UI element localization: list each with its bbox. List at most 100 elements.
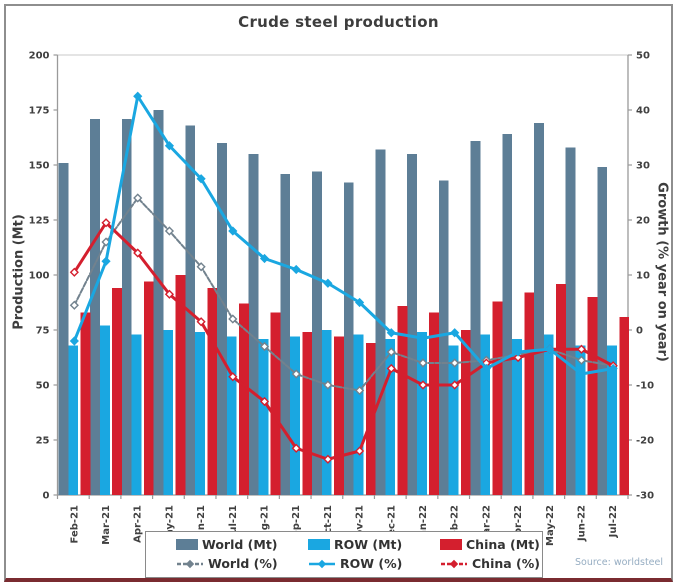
marker-row-pct-Jul-22 xyxy=(608,363,618,374)
bar-world-mt-Mar-22 xyxy=(470,140,481,496)
legend-swatch-row-mt xyxy=(308,539,330,551)
bar-china-mt-Apr-21 xyxy=(143,281,154,495)
bar-world-mt-Apr-21 xyxy=(121,118,132,496)
bar-row-mt-Feb-22 xyxy=(448,345,459,495)
left-tick-label: 50 xyxy=(36,381,50,392)
marker-world-pct-Oct-21 xyxy=(323,380,333,390)
bar-world-mt-Jan-22 xyxy=(407,154,417,495)
marker-row-pct-Sep-21 xyxy=(291,264,301,275)
marker-row-pct-Dec-21 xyxy=(386,328,396,338)
marker-row-pct-Apr-21 xyxy=(133,91,143,101)
bar-world-mt-Jun-22 xyxy=(565,147,576,495)
marker-row-pct-Jun-21 xyxy=(196,174,206,184)
legend-line-glyph-row-pct xyxy=(308,558,336,570)
marker-china-pct-Apr-21 xyxy=(133,248,143,258)
marker-world-pct-Jan-22 xyxy=(418,358,428,368)
x-category-label: Jul-22 xyxy=(608,505,619,538)
bar-world-mt-Feb-22 xyxy=(438,180,449,495)
bar-row-mt-Jan-22 xyxy=(416,332,427,495)
left-tick-label: 0 xyxy=(43,491,50,502)
marker-world-pct-Mar-21 xyxy=(101,237,111,247)
x-category-label: Jun-22 xyxy=(576,505,587,542)
marker-world-pct-Jun-21 xyxy=(196,262,206,272)
legend-item-row-mt: ROW (Mt) xyxy=(278,538,410,552)
x-category-label: May-22 xyxy=(545,505,556,546)
x-category-label: Apr-21 xyxy=(133,505,144,543)
left-tick-label: 150 xyxy=(29,161,50,172)
x-category-label: Jun-21 xyxy=(196,505,207,542)
left-tick-label: 100 xyxy=(29,271,50,282)
marker-world-pct-Dec-21 xyxy=(386,347,396,357)
marker-china-pct-Aug-21 xyxy=(259,396,270,407)
marker-china-pct-Jan-22 xyxy=(418,380,428,390)
bar-world-mt-Nov-21 xyxy=(343,182,354,495)
bar-china-mt-Dec-21 xyxy=(397,305,408,495)
legend-swatch-world-mt xyxy=(176,539,198,551)
x-category-label: Sep-21 xyxy=(291,505,302,544)
legend-line-sample xyxy=(177,559,203,569)
legend-item-row-pct: ROW (%) xyxy=(278,557,410,571)
marker-row-pct-Feb-22 xyxy=(450,328,460,338)
x-category-label: Jul-21 xyxy=(228,505,239,538)
legend-item-china-pct: China (%) xyxy=(410,557,542,571)
bar-china-mt-Mar-21 xyxy=(112,288,123,495)
bar-china-mt-May-22 xyxy=(555,283,566,495)
bar-world-mt-Jun-21 xyxy=(185,125,196,496)
marker-china-pct-Apr-22 xyxy=(513,352,523,363)
bar-world-mt-Sep-21 xyxy=(280,173,291,496)
bar-row-mt-Mar-22 xyxy=(480,334,491,495)
legend-line-glyph-china-pct xyxy=(440,558,468,570)
legend-box: World (Mt) ROW (Mt) China (Mt) World (%)… xyxy=(145,531,543,578)
bar-world-mt-Apr-22 xyxy=(502,134,513,495)
right-tick-label: 40 xyxy=(636,106,650,117)
bar-row-mt-Jul-22 xyxy=(607,345,617,495)
marker-world-pct-Sep-21 xyxy=(291,369,301,379)
left-tick-label: 75 xyxy=(36,326,50,337)
bar-china-mt-Jun-22 xyxy=(587,297,598,495)
x-category-label: Jan-22 xyxy=(418,505,429,542)
legend-label-world-mt: World (Mt) xyxy=(202,536,278,552)
bar-world-mt-May-21 xyxy=(153,110,164,495)
marker-row-pct-Oct-21 xyxy=(323,278,333,288)
bar-row-mt-Jun-22 xyxy=(575,345,586,495)
bar-china-mt-Jul-21 xyxy=(239,303,249,495)
x-category-label: Apr-22 xyxy=(513,505,524,543)
bar-world-mt-Oct-21 xyxy=(312,171,322,495)
x-category-label: Feb-22 xyxy=(450,505,461,543)
x-category-label: Feb-21 xyxy=(69,505,80,543)
bar-china-mt-Aug-21 xyxy=(270,312,281,495)
marker-row-pct-Jan-22 xyxy=(418,333,428,343)
bar-world-mt-Feb-21 xyxy=(58,162,69,496)
marker-row-pct-Jul-21 xyxy=(228,226,238,236)
left-tick-label: 125 xyxy=(29,216,50,227)
left-tick-label: 175 xyxy=(29,106,50,117)
marker-china-pct-Jul-21 xyxy=(228,372,238,382)
bar-china-mt-Jul-22 xyxy=(619,316,630,495)
source-caption: Source: worldsteel xyxy=(574,557,663,568)
x-category-label: Nov-21 xyxy=(355,505,366,545)
line-china-pct xyxy=(72,221,615,461)
bar-china-mt-Apr-22 xyxy=(524,292,535,495)
marker-china-pct-Sep-21 xyxy=(291,443,301,453)
bar-china-mt-Mar-22 xyxy=(492,301,503,495)
marker-world-pct-May-21 xyxy=(164,226,175,236)
marker-world-pct-Feb-21 xyxy=(69,300,79,310)
marker-world-pct-Feb-22 xyxy=(450,358,460,368)
marker-world-pct-Nov-21 xyxy=(355,385,365,396)
bar-row-mt-Oct-21 xyxy=(321,330,332,495)
line-row-pct xyxy=(72,94,615,376)
bar-world-mt-Aug-21 xyxy=(248,154,259,495)
marker-row-pct-Nov-21 xyxy=(355,297,365,308)
bar-row-mt-Jun-21 xyxy=(195,332,205,495)
line-world-pct xyxy=(73,197,615,392)
legend-swatch-china-mt xyxy=(440,539,462,551)
marker-china-pct-Jun-22 xyxy=(576,344,587,354)
right-tick-label: 10 xyxy=(636,271,650,282)
bar-china-mt-May-21 xyxy=(175,275,186,495)
bar-world-mt-Jul-22 xyxy=(597,167,608,495)
right-tick-label: 50 xyxy=(636,51,650,62)
bar-row-mt-Jul-21 xyxy=(226,336,237,495)
left-tick-label: 200 xyxy=(29,51,50,62)
bar-row-mt-May-22 xyxy=(543,334,554,495)
